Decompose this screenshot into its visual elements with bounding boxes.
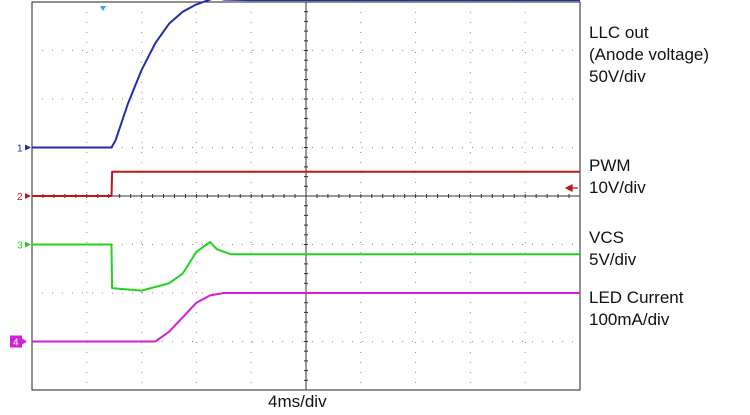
legend-pwm: PWM 10V/div (589, 155, 646, 199)
trace-vcs (32, 241, 580, 292)
legend-vcs: VCS 5V/div (589, 227, 636, 271)
legend-vcs-line-2: 5V/div (589, 250, 637, 269)
trace-llc (32, 0, 580, 149)
legend-vcs-line-1: VCS (589, 228, 624, 247)
grid (31, 1, 581, 391)
channel-markers: 1 2 3 4 (10, 144, 31, 349)
legend-pwm-line-1: PWM (589, 156, 631, 175)
trigger-marker-icon (100, 6, 106, 11)
legend-llc-line-1: LLC out (589, 23, 649, 42)
legend-llc-line-2: (Anode voltage) (589, 45, 710, 64)
channel-arrow-led (22, 338, 27, 345)
legend-led-line-1: LED Current (589, 288, 684, 307)
trace-led (32, 292, 580, 343)
legend-llc: LLC out (Anode voltage) 50V/div (589, 22, 709, 88)
channel-marker-bg-led (10, 335, 22, 348)
legend-llc-line-3: 50V/div (589, 67, 646, 86)
trace-pwm (32, 170, 580, 197)
channel-arrow-pwm (25, 193, 31, 199)
traces (32, 0, 580, 343)
pwm-offset-arrow-icon (564, 184, 578, 192)
channel-marker-led: 4 (13, 338, 19, 349)
channel-marker-llc: 1 (17, 144, 23, 155)
channel-marker-vcs: 3 (17, 241, 23, 252)
channel-arrow-vcs (25, 241, 31, 248)
legend-led-line-2: 100mA/div (589, 310, 670, 329)
x-axis-label: 4ms/div (268, 392, 327, 411)
legend-led: LED Current 100mA/div (589, 287, 683, 331)
channel-marker-pwm: 2 (17, 192, 23, 203)
legend-pwm-line-2: 10V/div (589, 178, 646, 197)
channel-arrow-llc (25, 144, 31, 151)
